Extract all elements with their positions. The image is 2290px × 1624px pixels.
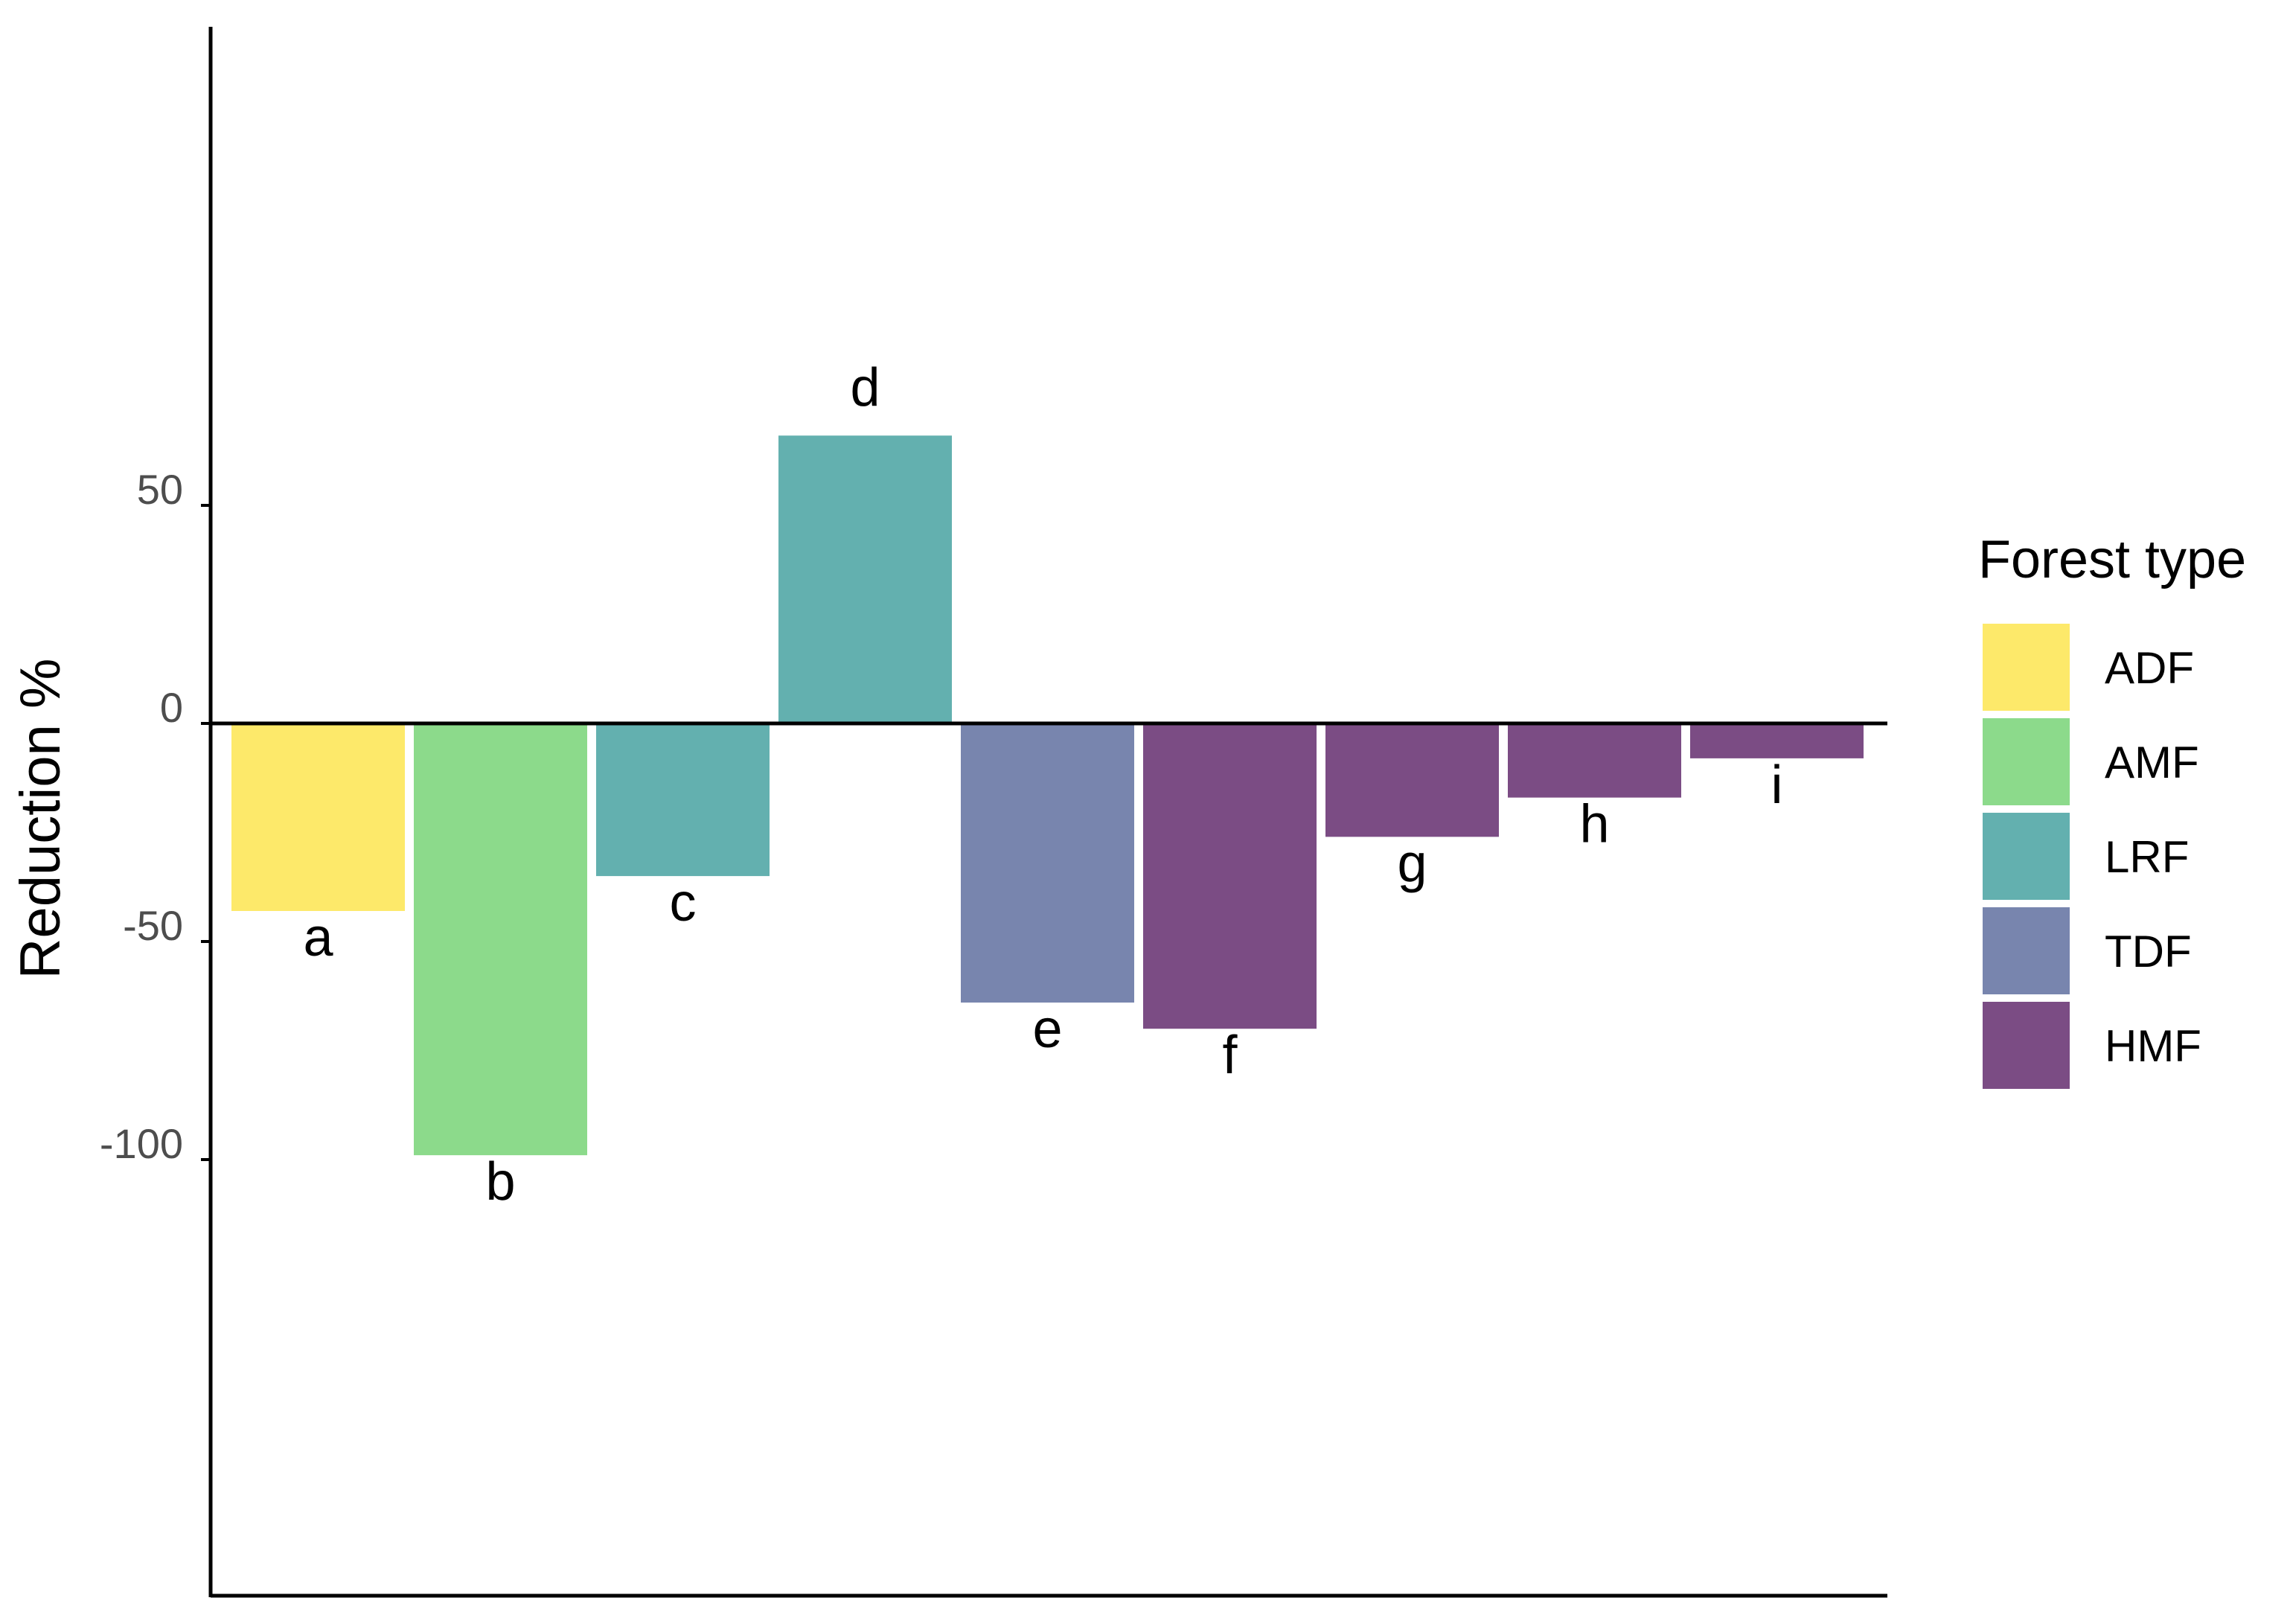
axes-group	[208, 27, 1887, 1598]
y-axis-title: Reduction %	[9, 659, 72, 979]
bar-c	[596, 723, 770, 877]
legend-label-adf: ADF	[2105, 643, 2194, 693]
legend-swatch-hmf	[1983, 1002, 2070, 1089]
bar-label-c: c	[670, 873, 697, 933]
legend-swatch-amf	[1983, 718, 2070, 805]
bar-label-b: b	[485, 1152, 515, 1212]
bar-label-h: h	[1579, 795, 1609, 854]
bar-labels-group: a b c d e f g h i	[303, 358, 1782, 1212]
y-tick-label: 50	[137, 466, 183, 513]
bar-f	[1143, 723, 1317, 1029]
legend-title: Forest type	[1978, 530, 2246, 589]
bar-label-g: g	[1397, 834, 1427, 893]
bar-label-f: f	[1222, 1026, 1238, 1085]
legend: Forest type ADF AMF LRF TDF HMF	[1978, 530, 2246, 1089]
bar-e	[961, 723, 1134, 1003]
legend-swatch-adf	[1983, 624, 2070, 711]
bar-d	[778, 435, 952, 723]
y-ticks-group: 50 0 -50 -100	[100, 466, 211, 1167]
legend-label-amf: AMF	[2105, 738, 2199, 787]
bar-h	[1508, 723, 1681, 798]
bar-label-a: a	[303, 908, 333, 968]
legend-swatch-lrf	[1983, 813, 2070, 900]
y-tick-label: 0	[160, 684, 183, 731]
legend-items: ADF AMF LRF TDF HMF	[1983, 624, 2201, 1089]
legend-label-tdf: TDF	[2105, 927, 2192, 976]
legend-swatch-tdf	[1983, 907, 2070, 994]
bar-label-e: e	[1032, 1000, 1062, 1059]
bar-g	[1325, 723, 1499, 837]
legend-label-hmf: HMF	[2105, 1021, 2201, 1071]
bar-i	[1690, 723, 1864, 758]
legend-label-lrf: LRF	[2105, 832, 2189, 882]
bar-label-i: i	[1771, 755, 1783, 815]
bar-a	[231, 723, 405, 911]
bars-group	[231, 435, 1864, 1156]
bar-label-d: d	[850, 358, 880, 418]
bar-b	[414, 723, 587, 1156]
y-tick-label: -100	[100, 1120, 183, 1167]
y-tick-label: -50	[123, 902, 183, 949]
